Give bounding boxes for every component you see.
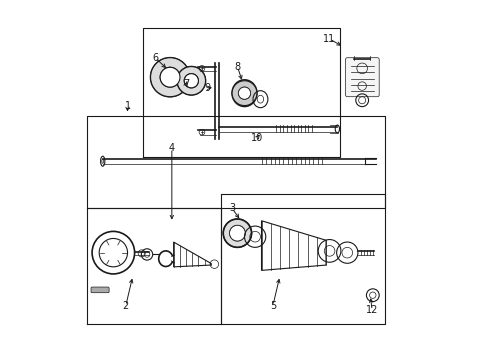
Text: 7: 7 [183, 79, 189, 89]
Wedge shape [150, 58, 189, 97]
Text: 1: 1 [124, 100, 130, 111]
Text: 10: 10 [250, 133, 263, 143]
Text: 4: 4 [168, 143, 175, 153]
Text: 11: 11 [323, 34, 335, 44]
Polygon shape [261, 221, 325, 270]
Wedge shape [232, 81, 256, 105]
FancyBboxPatch shape [91, 287, 109, 293]
Wedge shape [177, 67, 205, 95]
Text: 8: 8 [234, 62, 240, 72]
Polygon shape [173, 242, 210, 267]
Text: 9: 9 [204, 83, 210, 93]
Text: 5: 5 [269, 301, 275, 311]
Text: 3: 3 [228, 203, 235, 213]
Text: 6: 6 [152, 53, 158, 63]
Circle shape [184, 74, 198, 88]
Wedge shape [223, 219, 251, 247]
Circle shape [238, 87, 250, 99]
Circle shape [160, 67, 180, 87]
Text: 2: 2 [122, 301, 129, 311]
Text: 12: 12 [365, 305, 378, 315]
FancyBboxPatch shape [345, 58, 378, 97]
Circle shape [229, 225, 244, 241]
